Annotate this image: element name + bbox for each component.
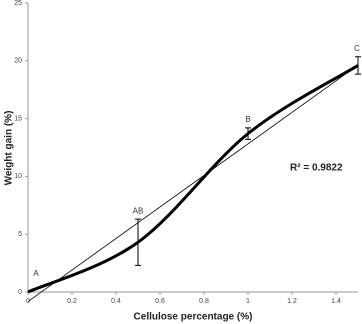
error-bar (135, 218, 141, 266)
trendline (27, 64, 359, 302)
x-tick-label: 0.4 (111, 298, 121, 305)
y-tick-label: 20 (14, 58, 22, 65)
x-tick-label: 0.2 (67, 298, 77, 305)
x-tick-label: 1.4 (331, 298, 341, 305)
point-label: C (354, 44, 360, 53)
x-tick-label: 1 (246, 298, 250, 305)
line (27, 64, 359, 294)
y-axis-title: Weight gain (%) (4, 111, 15, 186)
point-label: B (245, 115, 250, 124)
y-tick-label: 5 (18, 231, 22, 238)
y-tick-label: 10 (14, 173, 22, 180)
y-tick-label: 0 (18, 289, 22, 296)
error-bar (355, 56, 361, 75)
point-label: AB (133, 206, 144, 215)
x-tick-label: 0.8 (199, 298, 209, 305)
x-tick-label: 0.6 (155, 298, 165, 305)
x-tick-label: 1.2 (287, 298, 297, 305)
y-tick-label: 15 (14, 115, 22, 122)
point-label: A (33, 269, 39, 278)
x-axis-title: Cellulose percentage (%) (134, 312, 253, 323)
r-squared: R² = 0.9822 (290, 163, 343, 174)
y-tick-label: 25 (14, 0, 22, 7)
error-bar (245, 127, 251, 140)
